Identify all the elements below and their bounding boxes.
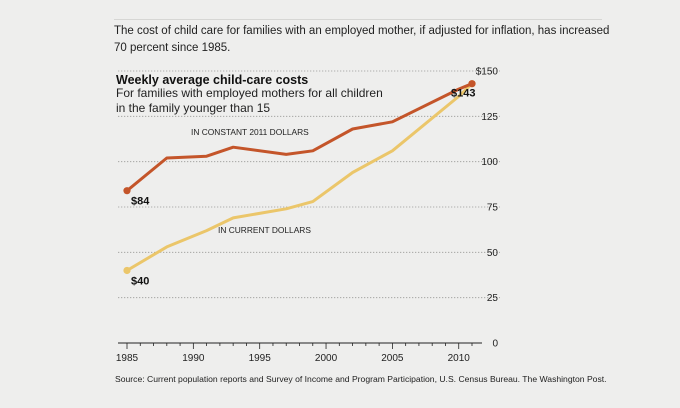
series-line-1 [125,82,474,272]
chart-caption: The cost of child care for families with… [114,25,610,54]
series-label-current-dollars: IN CURRENT DOLLARS [218,225,311,235]
series-endpoint [468,80,476,88]
series-label-constant-dollars: IN CONSTANT 2011 DOLLARS [191,127,309,137]
data-label: $40 [131,275,149,287]
x-tick-label: 1995 [249,353,272,364]
annotations: $84 $40 $143 [131,88,475,288]
y-axis-labels: 0 25 50 75 100 125 $150 [476,67,499,350]
y-tick-label: 125 [481,112,498,123]
series-line-0 [125,82,474,193]
source-note: Source: Current population reports and S… [115,374,607,384]
x-tick-label: 2000 [315,353,338,364]
chart-subtitle-line-2: in the family younger than 15 [116,101,270,115]
y-tick-label: 0 [492,339,498,350]
data-label: $84 [131,196,150,208]
x-tick-label: 1990 [182,353,205,364]
data-label: $143 [451,88,475,100]
y-tick-label: 25 [487,293,499,304]
series-layer [123,80,476,275]
chart-subtitle-line-1: For families with employed mothers for a… [116,86,383,100]
top-rule [114,19,602,20]
y-tick-label: $150 [476,67,499,78]
chart-title: Weekly average child-care costs [116,73,308,87]
y-tick-label: 75 [487,203,499,214]
x-tick-label: 2005 [381,353,404,364]
x-axis: 1985 1990 1995 2000 2005 2010 [116,342,482,364]
x-tick-label: 1985 [116,353,139,364]
y-tick-label: 50 [487,248,499,259]
series-endpoint [123,266,131,275]
series-endpoint [123,187,131,195]
y-tick-label: 100 [481,157,498,168]
x-tick-label: 2010 [448,353,471,364]
grid-layer [118,70,500,299]
